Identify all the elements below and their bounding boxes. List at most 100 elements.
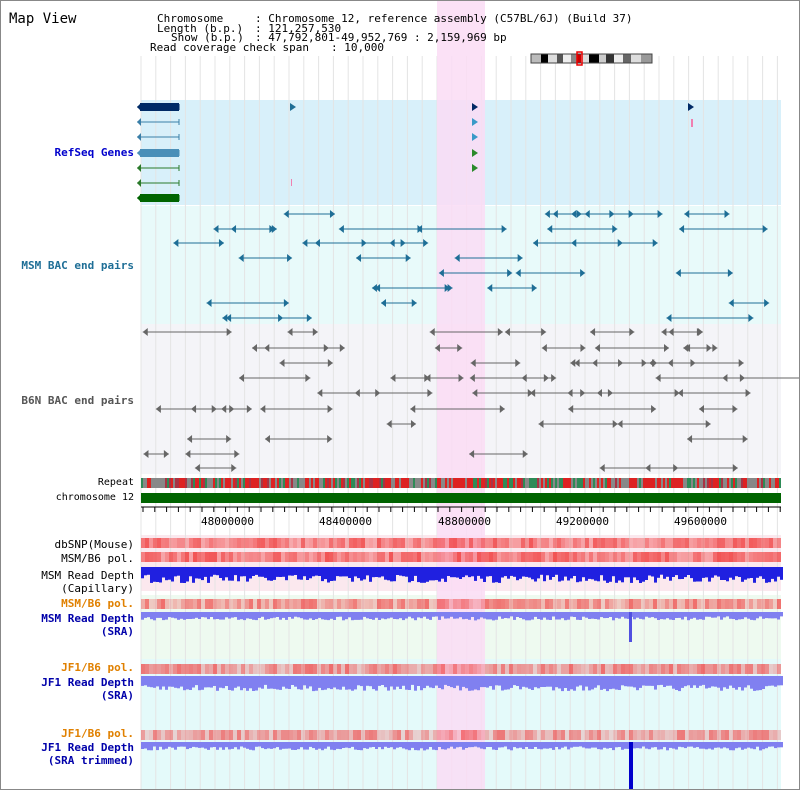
repeat-segment (723, 478, 725, 488)
dbsnp-segment (541, 538, 545, 548)
repeat-segment (533, 478, 535, 488)
track-label-b6n-bac[interactable]: B6N BAC end pairs (21, 394, 134, 407)
msm-capillary-depth-bar (471, 567, 474, 577)
dbsnp-segment (345, 538, 349, 548)
jf1-sra-depth-bar (777, 676, 780, 686)
repeat-segment (745, 478, 747, 488)
jf1-b6-pol2-segment (321, 730, 325, 740)
jf1-sra-depth-bar (627, 676, 630, 687)
msm-sra-depth-bar (447, 612, 450, 619)
jf1-b6-pol-segment (645, 664, 649, 674)
jf1-b6-pol-segment (489, 664, 493, 674)
jf1-b6-pol2-segment (581, 730, 585, 740)
bac-end-marker (618, 359, 624, 367)
jf1-sra-depth-bar (612, 676, 615, 689)
msm-sra-depth-bar (621, 612, 624, 617)
msm-b6-pol-segment (281, 552, 285, 562)
msm-sra-depth-bar (537, 612, 540, 619)
jf1-sra-depth-bar (663, 676, 666, 687)
jf1-sra-depth-bar (504, 676, 507, 690)
bac-end-marker (234, 450, 240, 458)
msm-capillary-depth-bar (510, 567, 513, 576)
jf1-sra-depth-bar (720, 676, 723, 691)
repeat-segment (249, 478, 251, 488)
jf1-trimmed-depth-bar (426, 742, 429, 750)
msm-capillary-depth-bar (207, 567, 210, 583)
msm-b6-pol-segment (685, 552, 689, 562)
repeat-segment (621, 478, 623, 488)
msm-capillary-depth-bar (279, 567, 282, 577)
jf1-b6-pol2-segment (753, 730, 757, 740)
jf1-sra-depth-bar (228, 676, 231, 690)
repeat-segment (289, 478, 291, 488)
msm-sra-depth-bar (315, 612, 318, 620)
msm-b6-pol-segment (409, 552, 413, 562)
msm-sra-depth-bar (309, 612, 312, 619)
repeat-segment (301, 478, 303, 488)
msm-capillary-depth-bar (414, 567, 417, 576)
track-label-msm-bac[interactable]: MSM BAC end pairs (21, 259, 134, 272)
dbsnp-segment (545, 538, 549, 548)
dbsnp-segment (173, 538, 177, 548)
jf1-b6-pol-segment (529, 664, 533, 674)
bac-end-marker (425, 374, 431, 382)
msm-capillary-depth-bar (384, 567, 387, 580)
jf1-b6-pol2-segment (629, 730, 633, 740)
dbsnp-segment (625, 538, 629, 548)
msm-capillary-depth-bar (657, 567, 660, 578)
msm-b6-pol2-segment (773, 599, 777, 609)
msm-b6-pol2-segment (677, 599, 681, 609)
msm-sra-depth-bar (555, 612, 558, 620)
jf1-b6-pol2-segment (665, 730, 669, 740)
repeat-segment (545, 478, 547, 488)
msm-b6-pol2-segment (341, 599, 345, 609)
repeat-segment (455, 478, 457, 488)
bac-end-marker (386, 420, 392, 428)
msm-capillary-depth-bar (549, 567, 552, 580)
gene-exon (140, 103, 179, 111)
dbsnp-segment (533, 538, 537, 548)
repeat-segment (171, 478, 173, 488)
msm-sra-depth-bar (615, 612, 618, 618)
repeat-segment (397, 478, 399, 488)
jf1-b6-pol2-segment (249, 730, 253, 740)
track-label-refseq[interactable]: RefSeq Genes (54, 146, 134, 159)
msm-sra-depth-bar (342, 612, 345, 621)
repeat-segment (357, 478, 359, 488)
jf1-trimmed-depth-bar (273, 742, 276, 749)
jf1-b6-pol2-segment (509, 730, 513, 740)
repeat-segment (369, 478, 371, 488)
jf1-b6-pol-segment (325, 664, 329, 674)
msm-sra-depth-bar (567, 612, 570, 620)
jf1-sra-depth-bar (759, 676, 762, 691)
jf1-trimmed-depth-bar (597, 742, 600, 750)
jf1-sra-depth-bar (768, 676, 771, 686)
jf1-trimmed-depth-spike (629, 742, 633, 789)
jf1-b6-pol-segment (469, 664, 473, 674)
msm-sra-depth-bar (666, 612, 669, 619)
jf1-trimmed-depth-bar (684, 742, 687, 749)
msm-b6-pol-segment (461, 552, 465, 562)
repeat-segment (637, 478, 639, 488)
bac-end-marker (696, 328, 702, 336)
jf1-b6-pol-segment (757, 664, 761, 674)
repeat-segment (257, 478, 259, 488)
msm-capillary-depth-bar (327, 567, 330, 583)
jf1-trimmed-depth-bar (390, 742, 393, 748)
repeat-segment (393, 478, 395, 488)
msm-b6-pol2-segment (589, 599, 593, 609)
msm-b6-pol-segment (361, 552, 365, 562)
msm-sra-depth-bar (468, 612, 471, 620)
jf1-trimmed-depth-bar (402, 742, 405, 749)
jf1-trimmed-depth-bar (315, 742, 318, 750)
msm-b6-pol2-segment (149, 599, 153, 609)
msm-b6-pol2-segment (285, 599, 289, 609)
jf1-b6-pol2-segment (605, 730, 609, 740)
msm-b6-pol-segment (709, 552, 713, 562)
dbsnp-segment (653, 538, 657, 548)
jf1-b6-pol-segment (629, 664, 633, 674)
msm-b6-pol-segment (213, 552, 217, 562)
dbsnp-segment (689, 538, 693, 548)
